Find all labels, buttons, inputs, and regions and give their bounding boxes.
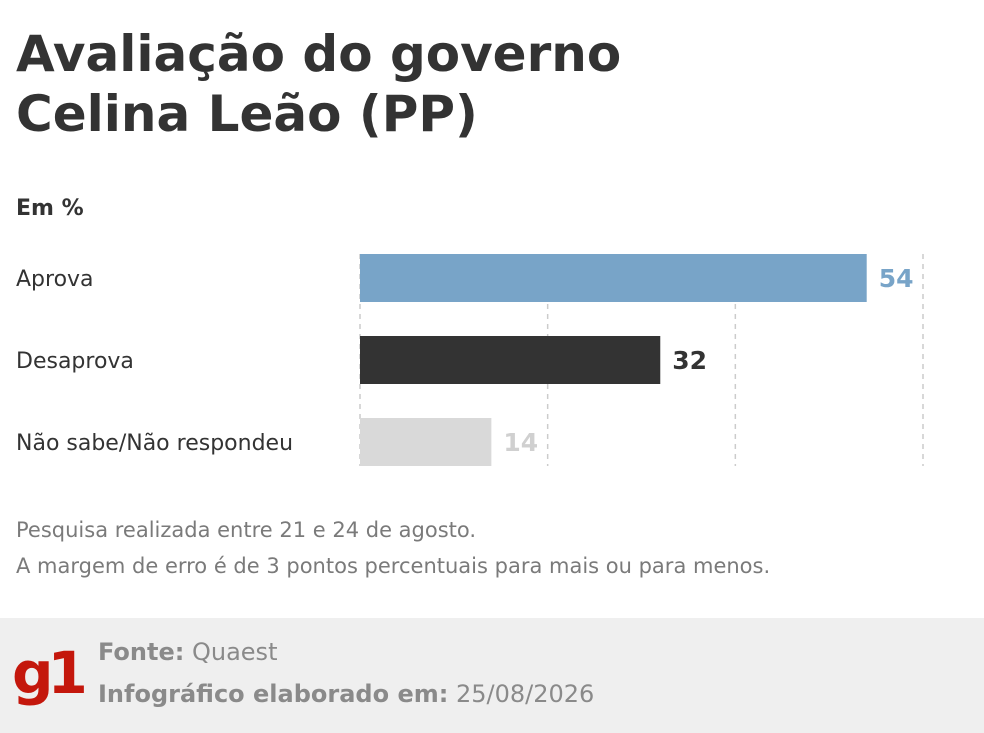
date-label: Infográfico elaborado em: [98,680,449,708]
source-label: Fonte: [98,638,185,666]
bar [360,418,492,466]
title-line-2: Celina Leão (PP) [16,85,478,143]
unit-label: Em % [16,196,84,221]
g1-logo: g1 [12,639,88,707]
date-line: Infográfico elaborado em: 25/08/2026 [98,680,594,708]
chart-title: Avaliação do governo Celina Leão (PP) [16,24,916,144]
chart-notes: Pesquisa realizada entre 21 e 24 de agos… [16,512,770,584]
data-label: 54 [879,264,914,293]
bar [360,336,661,384]
data-label: 32 [672,346,707,375]
source-value: Quaest [191,638,278,666]
note-survey-period: Pesquisa realizada entre 21 e 24 de agos… [16,518,477,542]
title-line-1: Avaliação do governo [16,25,622,83]
footer: g1 Fonte: Quaest Infográfico elaborado e… [0,618,984,733]
category-label: Desaprova [16,349,134,374]
source-line: Fonte: Quaest [98,638,277,666]
category-label: Não sabe/Não respondeu [16,431,293,456]
bar [360,254,867,302]
date-value: 25/08/2026 [455,680,595,708]
note-margin-of-error: A margem de erro é de 3 pontos percentua… [16,554,771,578]
data-label: 14 [503,428,538,457]
category-label: Aprova [16,267,94,292]
bar-chart: Aprova 54 Desaprova 32 Não sabe/Não responde… [16,254,924,466]
